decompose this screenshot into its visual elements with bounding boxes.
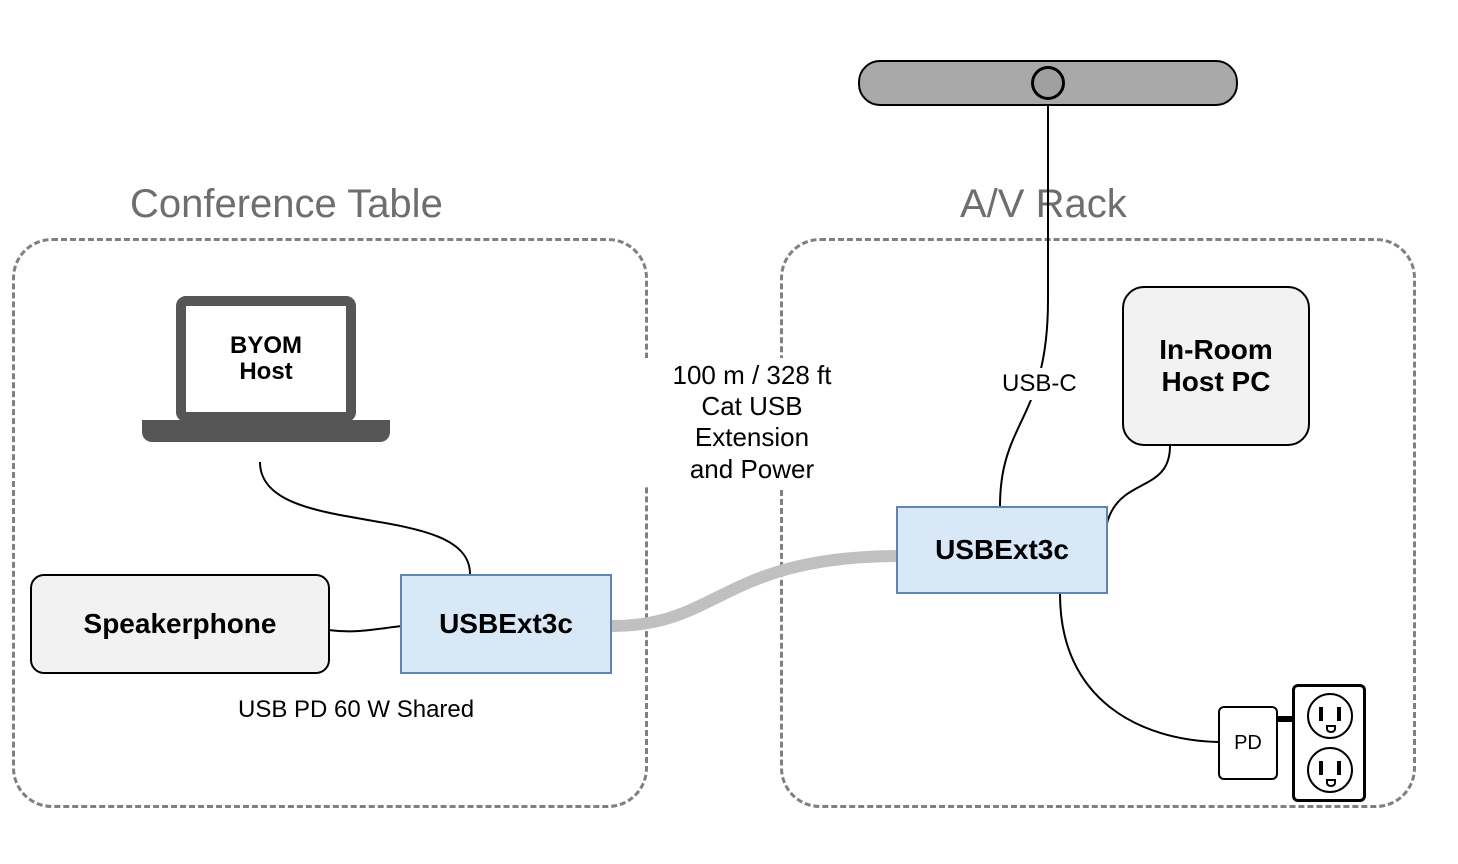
speakerphone-label: Speakerphone — [84, 608, 277, 640]
pd-prong-icon — [1278, 716, 1292, 722]
power-outlet-icon — [1292, 684, 1366, 802]
av-rack-title: A/V Rack — [960, 182, 1127, 227]
pd-label: PD — [1234, 732, 1262, 755]
camera-lens-icon — [1031, 66, 1065, 100]
usbext3c-right-node: USBExt3c — [896, 506, 1108, 594]
laptop-icon: BYOM Host — [136, 296, 396, 466]
usbext3c-left-label: USBExt3c — [439, 608, 573, 640]
usbext3c-left-node: USBExt3c — [400, 574, 612, 674]
in-room-host-pc-label: In-Room Host PC — [1159, 334, 1273, 398]
conference-table-title: Conference Table — [130, 182, 443, 227]
in-room-host-pc-node: In-Room Host PC — [1122, 286, 1310, 446]
usb-c-label: USB-C — [998, 368, 1081, 400]
usbext3c-right-label: USBExt3c — [935, 534, 1069, 566]
byom-host-label: BYOM Host — [230, 333, 302, 386]
pd-adapter-icon: PD — [1218, 706, 1278, 780]
speakerphone-node: Speakerphone — [30, 574, 330, 674]
usb-pd-shared-label: USB PD 60 W Shared — [234, 694, 478, 726]
cat-cable-label: 100 m / 328 ft Cat USB Extension and Pow… — [636, 358, 868, 487]
